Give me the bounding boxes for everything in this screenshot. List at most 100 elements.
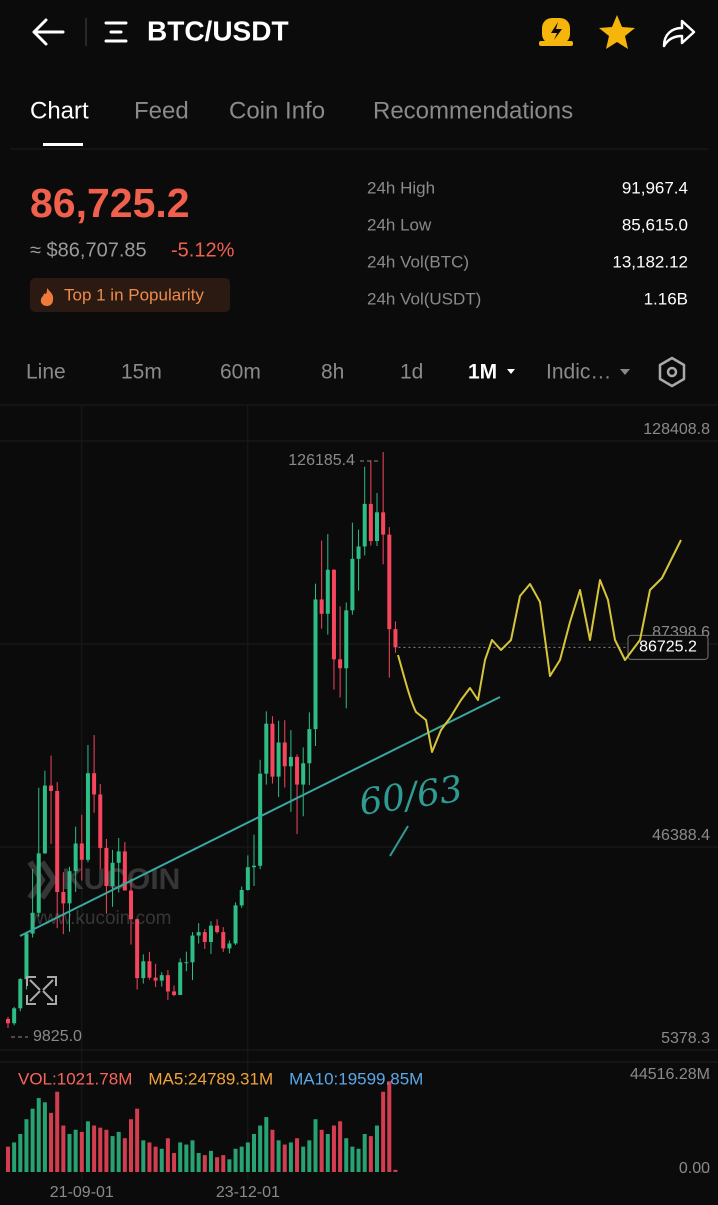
volume-bar: [362, 1133, 367, 1172]
volume-bar: [85, 1121, 90, 1172]
menu-button[interactable]: [104, 21, 128, 43]
timeframe[interactable]: 15m: [121, 361, 162, 384]
stats: 24h High 91,967.4 24h Low 85,615.0 24h Vol(B…: [367, 178, 688, 308]
badge-text: Top 1 in Popularity: [64, 285, 204, 304]
candle-body: [227, 943, 232, 949]
volume-bar: [42, 1102, 47, 1172]
volume-bar: [375, 1125, 379, 1172]
timeframe[interactable]: Indic…: [546, 361, 611, 384]
volume-bar: [165, 1138, 170, 1172]
candle-body: [110, 862, 115, 887]
candle-body: [36, 853, 41, 913]
volume-bar: [36, 1098, 41, 1172]
tab[interactable]: Coin Info: [229, 97, 325, 124]
volume-bar: [172, 1152, 177, 1172]
tab[interactable]: Feed: [134, 97, 189, 124]
volume-bar: [61, 1125, 66, 1172]
candle-body: [307, 729, 312, 764]
high-label: 126185.4: [288, 452, 355, 469]
candle-body: [233, 905, 238, 944]
dropdown-caret: [620, 369, 630, 375]
candle-body: [239, 890, 244, 906]
timeframe[interactable]: 8h: [321, 361, 344, 384]
candle-body: [356, 546, 361, 559]
volume-bar: [184, 1144, 189, 1172]
stat-label: 24h Vol(BTC): [367, 252, 469, 271]
volume-bar: [325, 1133, 330, 1172]
candle-body: [135, 919, 140, 979]
candle-body: [104, 847, 109, 887]
timeframe[interactable]: Line: [26, 361, 66, 384]
candle-body: [122, 851, 127, 891]
volume-bar: [356, 1148, 361, 1172]
timeframes: Line 15m 60m 8h 1d 1M Indic…: [26, 361, 611, 384]
volume-bar: [381, 1091, 386, 1172]
volume-bar: [153, 1146, 158, 1172]
timeframe[interactable]: 1d: [400, 361, 423, 384]
back-button[interactable]: [32, 18, 65, 46]
alert-button[interactable]: [539, 18, 573, 46]
settings-icon: [658, 356, 686, 388]
candle-body: [325, 569, 330, 614]
fullscreen-button[interactable]: [26, 976, 57, 1005]
volume-bar: [110, 1136, 115, 1172]
volume-bar: [288, 1142, 293, 1172]
candle-body: [165, 975, 170, 992]
volume-tick-label: 0.00: [679, 1160, 710, 1177]
candle-body: [208, 925, 213, 942]
stat-value: 1.16B: [644, 289, 688, 308]
settings-dot: [666, 366, 678, 378]
volume-bar: [270, 1129, 275, 1172]
candle-body: [215, 925, 220, 933]
stat-value: 85,615.0: [622, 215, 688, 234]
volume-legend: MA10:19599.85M: [289, 1069, 423, 1088]
tab[interactable]: Recommendations: [373, 97, 573, 124]
volume-bar: [24, 1119, 29, 1172]
stat-value: 13,182.12: [612, 252, 688, 271]
timeframe[interactable]: 60m: [220, 361, 261, 384]
volume-bar: [221, 1155, 226, 1172]
volume-bar: [307, 1140, 312, 1172]
candle-body: [116, 851, 121, 863]
volume-bar: [6, 1146, 10, 1172]
volume-bar: [116, 1131, 121, 1172]
stat-label: 24h Vol(USDT): [367, 289, 481, 308]
candle-body: [202, 932, 207, 942]
candle-body: [301, 763, 306, 785]
candle-body: [313, 599, 318, 730]
popularity-badge[interactable]: Top 1 in Popularity: [30, 278, 230, 312]
volume-bar: [344, 1138, 349, 1172]
candle-body: [252, 865, 256, 868]
candle-body: [258, 773, 263, 866]
candle-body: [196, 932, 201, 936]
candle-body: [319, 599, 324, 614]
settings-button[interactable]: [658, 356, 686, 388]
candle-body: [147, 961, 152, 978]
timeframe[interactable]: 1M: [468, 361, 497, 384]
tab[interactable]: Chart: [30, 97, 89, 124]
volume-bar: [264, 1117, 269, 1172]
candle-body: [129, 890, 133, 920]
candle-body: [61, 891, 66, 904]
pair-title[interactable]: BTC/USDT: [147, 15, 289, 46]
approx-price: ≈ $86,707.85: [30, 239, 147, 261]
favorite-star[interactable]: [599, 15, 635, 49]
candle-body: [350, 558, 355, 611]
candle-body: [153, 977, 158, 981]
volume-bar: [135, 1108, 140, 1172]
stat-value: 91,967.4: [622, 178, 688, 197]
volume-bar: [30, 1108, 35, 1172]
candle-body: [362, 503, 367, 547]
volume-bar: [159, 1148, 164, 1172]
candle-body: [178, 962, 183, 995]
volume-bar: [190, 1140, 195, 1172]
last-price-label: 86725.2: [639, 639, 697, 656]
candle-body: [92, 773, 97, 795]
volume-bar: [79, 1131, 84, 1172]
candle-body: [288, 756, 293, 767]
share-button[interactable]: [662, 19, 696, 48]
volume-tick-label: 44516.28M: [630, 1066, 710, 1083]
volume-bar: [178, 1142, 183, 1172]
candle-body: [12, 1008, 17, 1024]
